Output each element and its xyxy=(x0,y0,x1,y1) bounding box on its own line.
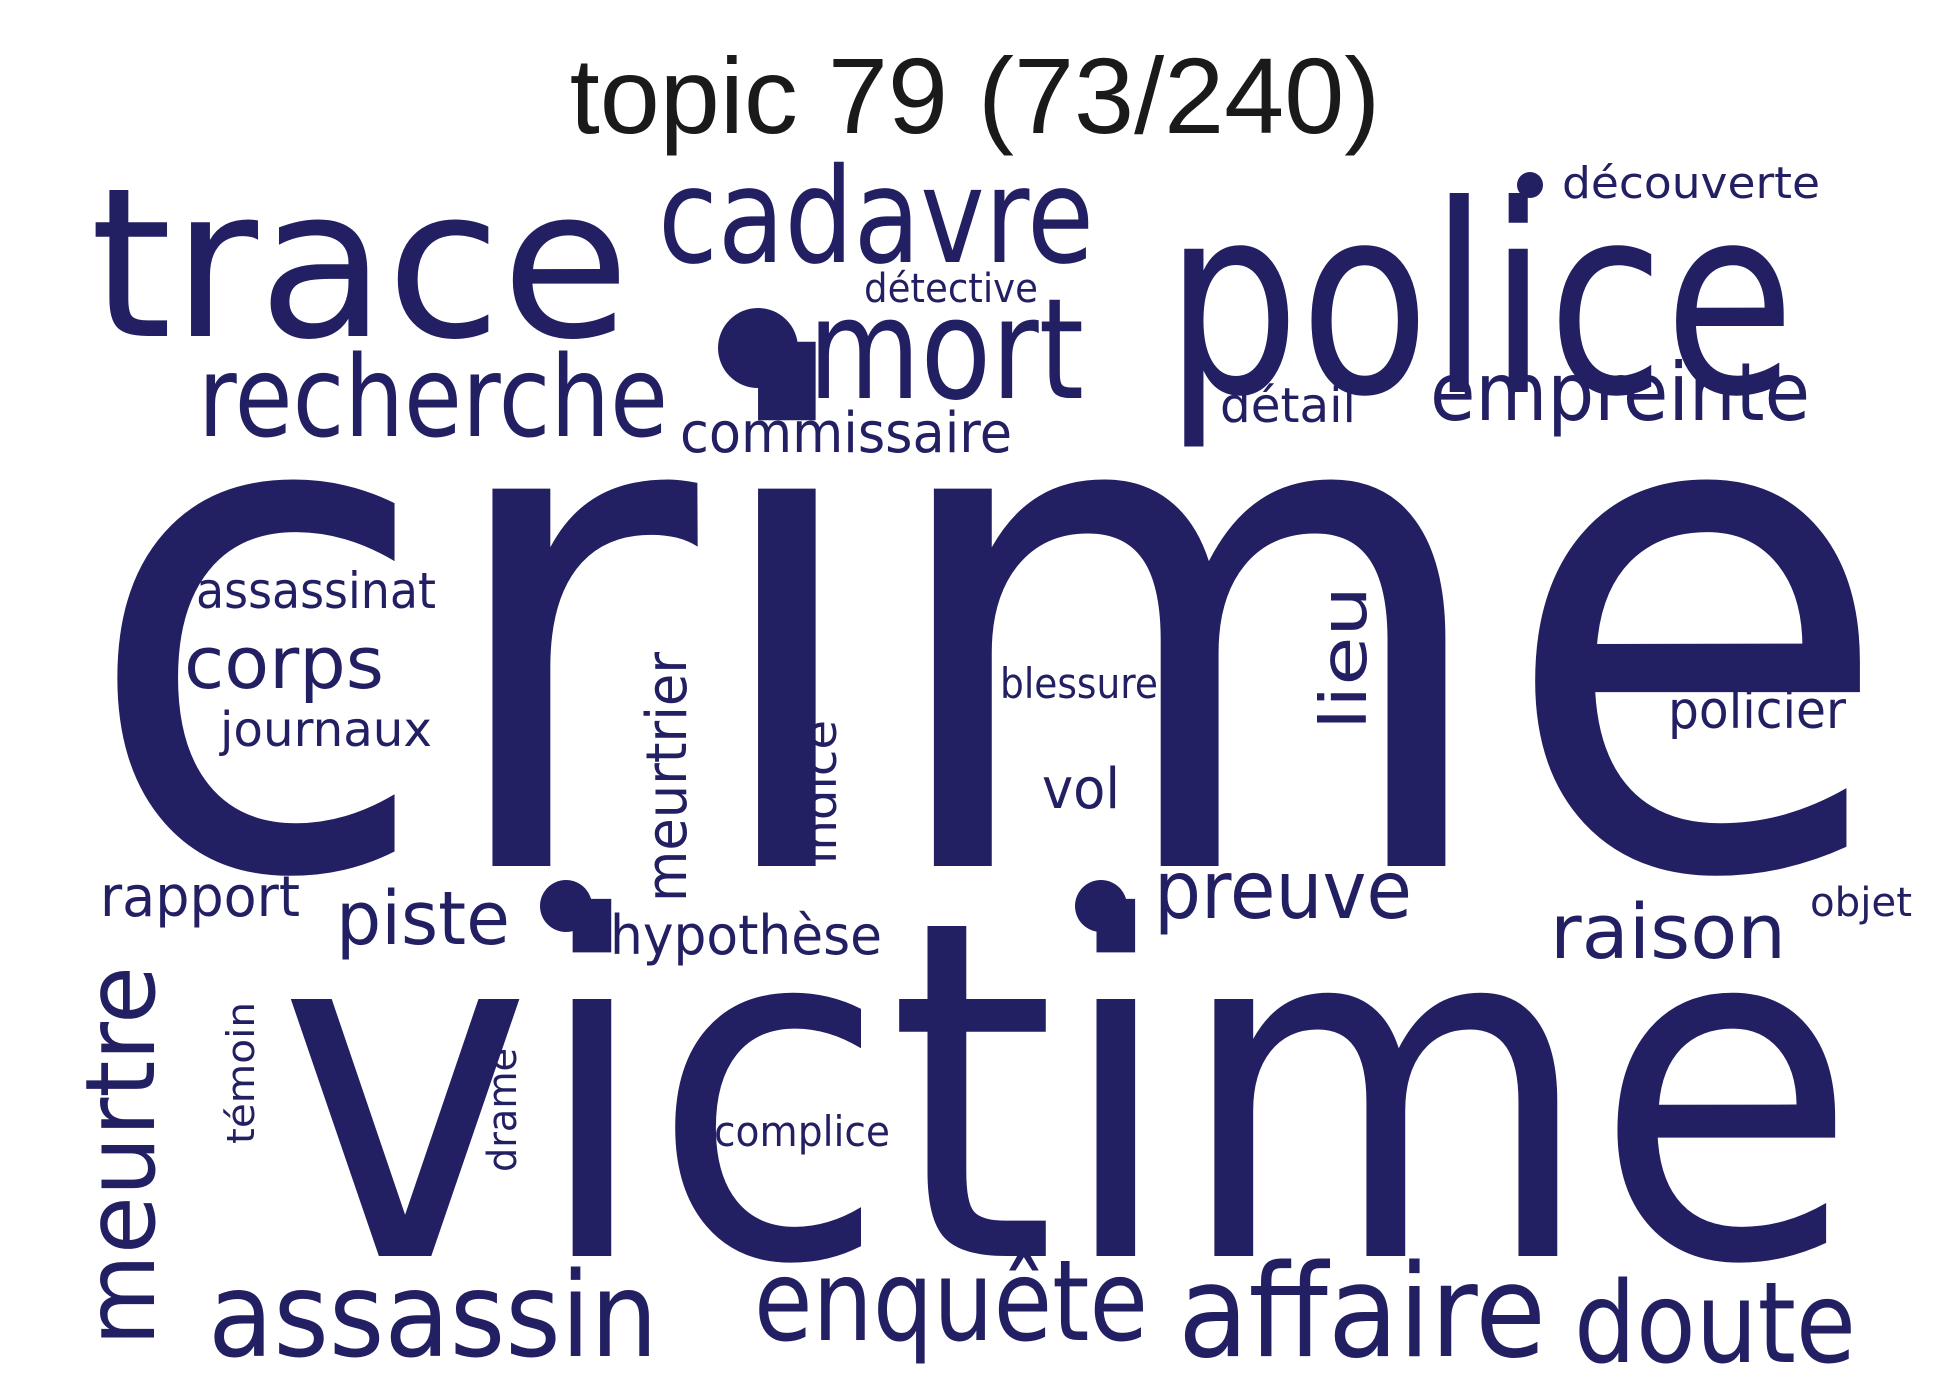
word-cadavre: cadavre xyxy=(658,140,1094,294)
word-detail: détail xyxy=(1220,378,1356,434)
word-meurtre: meurtre xyxy=(65,966,177,1346)
word-complice: complice xyxy=(714,1107,890,1156)
word-indice: indice xyxy=(793,720,847,864)
word-piste: piste xyxy=(336,876,510,962)
word-vol: vol xyxy=(1042,757,1120,822)
word-decouverte: découverte xyxy=(1562,158,1820,209)
word-hypothese: hypothèse xyxy=(610,904,882,967)
word-policier: policier xyxy=(1668,681,1847,741)
dot-decouverte xyxy=(1517,172,1543,198)
word-commissaire: commissaire xyxy=(680,401,1012,466)
word-preuve: preuve xyxy=(1154,844,1412,937)
word-assassin: assassin xyxy=(208,1246,658,1384)
word-empreinte: empreinte xyxy=(1430,346,1810,439)
word-blessure: blessure xyxy=(1000,659,1158,708)
word-police: police xyxy=(1165,149,1795,454)
word-trace: trace xyxy=(90,144,630,386)
word-rapport: rapport xyxy=(100,865,300,930)
word-doute: doute xyxy=(1574,1259,1856,1389)
word-meurtrier: meurtrier xyxy=(635,651,700,902)
word-mort: mort xyxy=(808,269,1084,432)
word-recherche: recherche xyxy=(198,333,668,463)
word-crime: crime xyxy=(82,226,1894,1029)
word-journaux: journaux xyxy=(219,702,432,758)
word-detective: détective xyxy=(864,266,1038,312)
dot-piste xyxy=(540,880,592,932)
word-objet: objet xyxy=(1810,880,1912,926)
word-enquete: enquête xyxy=(754,1237,1148,1367)
word-assassinat: assassinat xyxy=(196,562,436,620)
word-lieu: lieu xyxy=(1308,586,1382,730)
word-victime: victime xyxy=(278,820,1858,1367)
word-cloud-words: crime victime police trace cadavre mort … xyxy=(65,140,1912,1389)
word-drame: drame xyxy=(480,1048,526,1172)
word-temoin: témoin xyxy=(219,1002,263,1144)
page-title: topic 79 (73/240) xyxy=(569,35,1381,156)
word-affaire: affaire xyxy=(1178,1238,1546,1387)
word-corps: corps xyxy=(184,621,384,705)
dot-preuve xyxy=(1075,880,1127,932)
dot-mort xyxy=(718,308,798,388)
word-raison: raison xyxy=(1550,887,1786,976)
